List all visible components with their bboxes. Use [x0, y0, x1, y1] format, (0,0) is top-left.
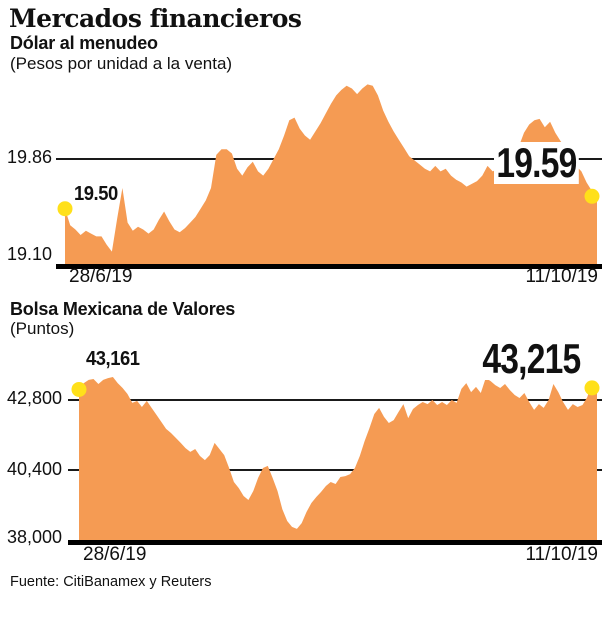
bolsa-tick-low: 38,000 — [6, 527, 62, 547]
bolsa-date-start: 28/6/19 — [83, 544, 147, 565]
start-point-dot — [71, 381, 87, 397]
dolar-tick-high: 19.86 — [6, 147, 52, 167]
dolar-chart-title: Dólar al menudeo — [10, 33, 158, 53]
dolar-chart-subtitle: (Pesos por unidad a la venta) — [10, 54, 233, 73]
dolar-area-series — [65, 84, 597, 268]
bolsa-chart — [68, 377, 602, 545]
bolsa-date-end: 11/10/19 — [525, 544, 598, 565]
bolsa-chart-title: Bolsa Mexicana de Valores — [10, 299, 236, 319]
dolar-tick-low: 19.10 — [6, 244, 52, 264]
bolsa-tick-mid: 40,400 — [6, 459, 62, 479]
bolsa-tick-high: 42,800 — [6, 388, 62, 408]
bolsa-end-value-label: 43,215 — [480, 338, 583, 380]
end-point-dot — [584, 380, 600, 396]
dolar-start-value-label: 19.50 — [74, 183, 118, 205]
dolar-end-value-label: 19.59 — [494, 142, 579, 184]
bolsa-start-value-label: 43,161 — [86, 348, 140, 370]
dolar-date-end: 11/10/19 — [525, 266, 598, 287]
bolsa-area-series — [79, 377, 597, 543]
bolsa-chart-subtitle: (Puntos) — [10, 319, 75, 338]
end-point-dot — [584, 188, 600, 204]
start-point-dot — [57, 201, 73, 217]
page-title: Mercados financieros — [9, 4, 302, 33]
source-credit: Fuente: CitiBanamex y Reuters — [10, 574, 212, 590]
dolar-date-start: 28/6/19 — [69, 266, 133, 287]
